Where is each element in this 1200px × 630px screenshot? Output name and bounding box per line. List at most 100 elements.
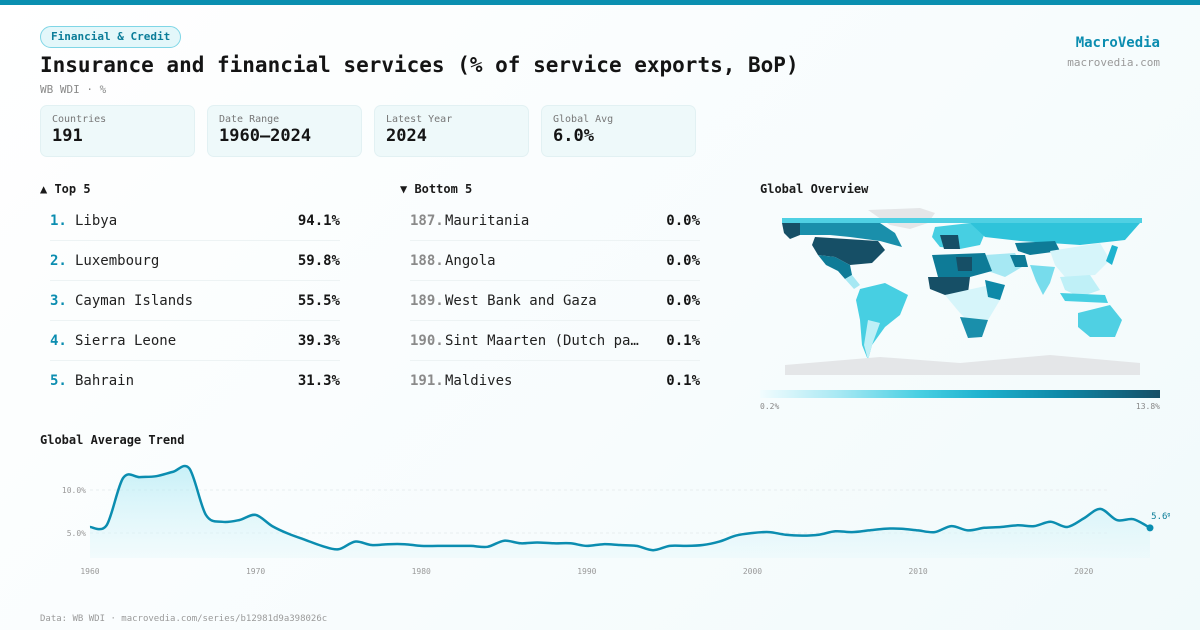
- stat-label: Latest Year: [386, 114, 453, 125]
- stat-label: Global Avg: [553, 114, 614, 125]
- region-mexico[interactable]: [818, 255, 852, 279]
- region-western-europe[interactable]: [940, 235, 960, 249]
- trend-line: [89, 464, 1151, 552]
- list-item[interactable]: 187. Mauritania 0.0%: [410, 201, 700, 241]
- country-name: West Bank and Gaza: [445, 292, 597, 309]
- stat-value: 1960–2024: [219, 126, 312, 146]
- stat-value: 6.0%: [553, 126, 594, 146]
- stat-label: Date Range: [219, 114, 280, 125]
- country-value: 0.0%: [666, 212, 700, 229]
- rank: 3.: [50, 292, 67, 309]
- country-value: 0.1%: [666, 373, 700, 389]
- list-item[interactable]: 4. Sierra Leone 39.3%: [50, 321, 340, 361]
- region-libya[interactable]: [956, 257, 972, 271]
- map-heading: Global Overview: [760, 182, 869, 196]
- region-indonesia[interactable]: [1060, 293, 1108, 303]
- trend-chart-svg: 10.0% 5.0% 1960 1970 1980 1990 2000 2010 2020 5.…: [62, 464, 1173, 576]
- list-item[interactable]: 5. Bahrain 31.3%: [50, 361, 340, 401]
- list-item[interactable]: 2. Luxembourg 59.8%: [50, 241, 340, 281]
- rank: 188.: [410, 252, 444, 269]
- country-value: 0.0%: [666, 292, 700, 309]
- region-argentina[interactable]: [864, 320, 880, 360]
- rank: 191.: [410, 373, 444, 389]
- legend-min-label: 0.2%: [760, 402, 780, 411]
- region-kazakhstan[interactable]: [1015, 241, 1060, 255]
- region-india[interactable]: [1030, 265, 1055, 295]
- last-value-label: 5.6%: [1151, 512, 1170, 522]
- top5-list: 1. Libya 94.1% 2. Luxembourg 59.8% 3. Cayman …: [50, 201, 340, 401]
- brand-logo[interactable]: MacroVedia: [1075, 35, 1160, 51]
- region-iran[interactable]: [1010, 255, 1028, 267]
- rank: 187.: [410, 212, 444, 229]
- country-value: 0.1%: [666, 332, 700, 349]
- page-title: Insurance and financial services (% of s…: [40, 53, 799, 77]
- bottom5-heading: ▼ Bottom 5: [400, 182, 473, 196]
- region-southern-africa[interactable]: [960, 317, 988, 338]
- country-name: Sint Maarten (Dutch pa…: [445, 332, 639, 349]
- world-choropleth-map[interactable]: [760, 205, 1160, 380]
- rank: 2.: [50, 252, 67, 269]
- category-tag[interactable]: Financial & Credit: [40, 26, 182, 48]
- region-east-asia[interactable]: [1050, 243, 1110, 277]
- region-west-africa[interactable]: [928, 277, 970, 295]
- x-tick-label: 1960: [80, 567, 99, 576]
- region-canada[interactable]: [800, 223, 902, 247]
- country-value: 31.3%: [297, 373, 340, 389]
- region-south-america[interactable]: [856, 283, 908, 360]
- stat-card-latest-year: Latest Year 2024: [374, 105, 529, 157]
- rank: 4.: [50, 332, 67, 349]
- x-tick-label: 1980: [412, 567, 431, 576]
- list-item[interactable]: 3. Cayman Islands 55.5%: [50, 281, 340, 321]
- country-value: 59.8%: [297, 252, 340, 269]
- region-australia[interactable]: [1078, 305, 1122, 337]
- world-map-svg: [782, 208, 1142, 375]
- stat-value: 191: [52, 126, 83, 146]
- region-central-america[interactable]: [845, 275, 860, 289]
- rank: 1.: [50, 212, 67, 229]
- country-value: 94.1%: [297, 212, 340, 229]
- region-antarctica[interactable]: [785, 355, 1140, 375]
- legend-max-label: 13.8%: [1135, 402, 1160, 411]
- last-data-point[interactable]: [1146, 524, 1154, 532]
- country-name: Maldives: [445, 373, 513, 389]
- region-alaska[interactable]: [782, 223, 800, 239]
- region-usa[interactable]: [812, 237, 885, 265]
- region-japan[interactable]: [1106, 245, 1118, 265]
- bottom5-list: 187. Mauritania 0.0% 188. Angola 0.0% 189. We…: [410, 201, 700, 401]
- country-value: 55.5%: [297, 292, 340, 309]
- stat-card-countries: Countries 191: [40, 105, 195, 157]
- list-item[interactable]: 188. Angola 0.0%: [410, 241, 700, 281]
- country-name: Angola: [445, 252, 496, 269]
- region-east-africa[interactable]: [985, 280, 1005, 300]
- y-tick-label: 10.0%: [62, 486, 86, 495]
- country-name: Sierra Leone: [75, 332, 177, 349]
- page-subtitle: WB WDI · %: [40, 83, 107, 96]
- x-tick-label: 2000: [743, 567, 762, 576]
- region-southeast-asia[interactable]: [1060, 275, 1100, 297]
- rank: 5.: [50, 373, 67, 389]
- trend-area: [90, 465, 1150, 558]
- list-item[interactable]: 189. West Bank and Gaza 0.0%: [410, 281, 700, 321]
- country-name: Bahrain: [75, 373, 135, 389]
- list-item[interactable]: 190. Sint Maarten (Dutch pa… 0.1%: [410, 321, 700, 361]
- stats-row: Countries 191 Date Range 1960–2024 Lates…: [40, 105, 696, 157]
- region-central-africa[interactable]: [945, 285, 1000, 325]
- list-item[interactable]: 1. Libya 94.1%: [50, 201, 340, 241]
- x-tick-label: 1990: [577, 567, 596, 576]
- region-arctic-band[interactable]: [782, 218, 1142, 223]
- rank: 189.: [410, 292, 444, 309]
- country-value: 39.3%: [297, 332, 340, 349]
- rank: 190.: [410, 332, 444, 349]
- stat-card-global-avg: Global Avg 6.0%: [541, 105, 696, 157]
- x-tick-label: 2020: [1074, 567, 1093, 576]
- trend-chart[interactable]: 10.0% 5.0% 1960 1970 1980 1990 2000 2010 2020 5.…: [40, 455, 1173, 580]
- x-tick-label: 2010: [908, 567, 927, 576]
- brand-url[interactable]: macrovedia.com: [1067, 56, 1160, 69]
- country-name: Luxembourg: [75, 252, 160, 269]
- country-value: 0.0%: [666, 252, 700, 269]
- top5-heading: ▲ Top 5: [40, 182, 91, 196]
- y-tick-label: 5.0%: [67, 529, 86, 538]
- region-russia[interactable]: [970, 223, 1140, 245]
- trend-heading: Global Average Trend: [40, 433, 185, 447]
- list-item[interactable]: 191. Maldives 0.1%: [410, 361, 700, 401]
